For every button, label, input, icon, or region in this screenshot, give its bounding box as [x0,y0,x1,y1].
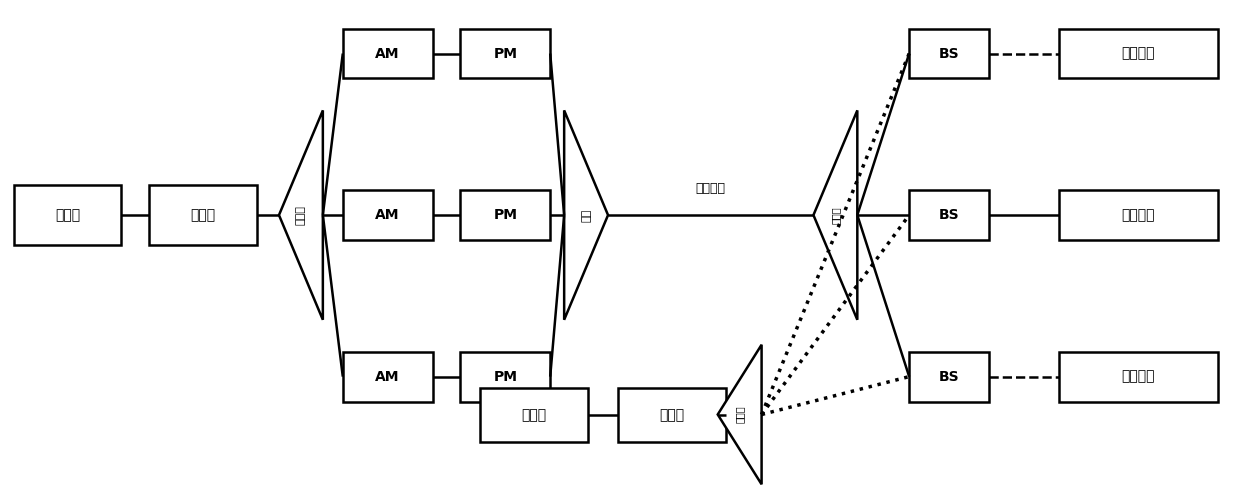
Bar [342,190,433,240]
Text: BS: BS [939,370,960,384]
Bar [460,29,551,78]
Bar [14,185,122,245]
Bar [909,29,990,78]
Text: 分离器: 分离器 [296,205,306,225]
Text: 相位估计: 相位估计 [1122,370,1156,384]
Text: BS: BS [939,47,960,60]
Text: 光频梳: 光频梳 [191,208,216,222]
Bar [460,190,551,240]
Bar [342,29,433,78]
Text: 激光源: 激光源 [55,208,81,222]
Text: 解复用: 解复用 [831,206,841,224]
Polygon shape [813,111,857,320]
Text: PM: PM [494,208,517,222]
Polygon shape [279,111,322,320]
Polygon shape [564,111,608,320]
Text: 光频梳: 光频梳 [660,408,684,422]
Text: AM: AM [376,370,401,384]
Text: AM: AM [376,208,401,222]
Text: PM: PM [494,47,517,60]
Text: BS: BS [939,208,960,222]
Text: AM: AM [376,47,401,60]
Bar [149,185,257,245]
Text: 复用: 复用 [582,208,591,222]
Bar [618,388,725,442]
Text: 相位估计: 相位估计 [1122,47,1156,60]
Text: 光纤信道: 光纤信道 [696,182,725,195]
Bar [342,352,433,402]
Bar [909,190,990,240]
Polygon shape [718,345,761,484]
Bar [1059,352,1218,402]
Text: 零差检测: 零差检测 [1122,208,1156,222]
Bar [1059,29,1218,78]
Bar [909,352,990,402]
Bar [1059,190,1218,240]
Text: 解复用: 解复用 [734,406,745,423]
Bar [460,352,551,402]
Bar [480,388,588,442]
Text: PM: PM [494,370,517,384]
Text: 激光源: 激光源 [522,408,547,422]
